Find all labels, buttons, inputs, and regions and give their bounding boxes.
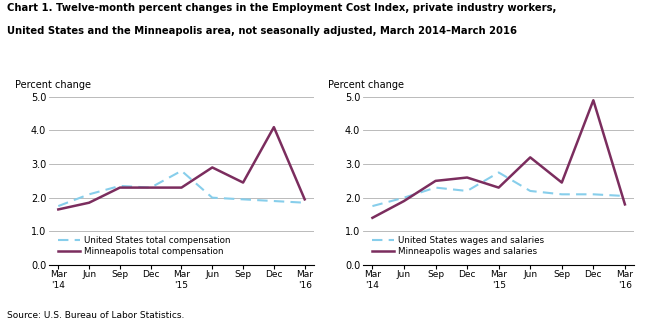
Minneapolis total compensation xyxy=(270,125,278,129)
Minneapolis wages and salaries xyxy=(621,203,629,206)
Minneapolis wages and salaries xyxy=(432,179,439,183)
United States total compensation xyxy=(301,201,309,205)
United States wages and salaries xyxy=(368,204,376,208)
Line: United States wages and salaries: United States wages and salaries xyxy=(372,172,625,206)
Minneapolis total compensation xyxy=(177,186,186,190)
United States wages and salaries xyxy=(526,189,534,193)
United States total compensation xyxy=(54,204,62,208)
United States total compensation xyxy=(270,199,278,203)
Text: Source: U.S. Bureau of Labor Statistics.: Source: U.S. Bureau of Labor Statistics. xyxy=(7,311,184,320)
Text: Percent change: Percent change xyxy=(328,80,404,90)
Text: Chart 1. Twelve-month percent changes in the Employment Cost Index, private indu: Chart 1. Twelve-month percent changes in… xyxy=(7,3,556,13)
Minneapolis wages and salaries xyxy=(400,199,408,203)
Minneapolis total compensation xyxy=(239,181,247,184)
United States total compensation xyxy=(239,197,247,201)
United States total compensation xyxy=(209,196,216,200)
United States total compensation xyxy=(85,193,93,196)
United States wages and salaries xyxy=(463,189,471,193)
Minneapolis wages and salaries xyxy=(589,98,597,102)
United States total compensation xyxy=(177,169,186,173)
Line: Minneapolis wages and salaries: Minneapolis wages and salaries xyxy=(372,100,625,218)
Minneapolis total compensation xyxy=(209,165,216,169)
United States wages and salaries xyxy=(558,193,566,196)
United States wages and salaries xyxy=(400,196,408,200)
Minneapolis total compensation xyxy=(54,207,62,211)
United States total compensation xyxy=(116,184,124,188)
United States wages and salaries xyxy=(494,171,502,174)
Minneapolis total compensation xyxy=(301,197,309,201)
Minneapolis total compensation xyxy=(116,186,124,190)
United States wages and salaries xyxy=(589,193,597,196)
Line: Minneapolis total compensation: Minneapolis total compensation xyxy=(58,127,305,209)
United States wages and salaries xyxy=(621,194,629,198)
Line: United States total compensation: United States total compensation xyxy=(58,171,305,206)
Minneapolis total compensation xyxy=(85,201,93,205)
United States wages and salaries xyxy=(432,186,439,190)
Minneapolis wages and salaries xyxy=(558,181,566,184)
Minneapolis total compensation xyxy=(146,186,154,190)
Minneapolis wages and salaries xyxy=(463,176,471,180)
Minneapolis wages and salaries xyxy=(368,216,376,220)
Text: United States and the Minneapolis area, not seasonally adjusted, March 2014–Marc: United States and the Minneapolis area, … xyxy=(7,26,517,36)
Legend: United States total compensation, Minneapolis total compensation: United States total compensation, Minnea… xyxy=(54,232,235,260)
United States total compensation xyxy=(146,186,154,190)
Text: Percent change: Percent change xyxy=(14,80,91,90)
Minneapolis wages and salaries xyxy=(526,155,534,159)
Minneapolis wages and salaries xyxy=(494,186,502,190)
Legend: United States wages and salaries, Minneapolis wages and salaries: United States wages and salaries, Minnea… xyxy=(368,232,549,260)
